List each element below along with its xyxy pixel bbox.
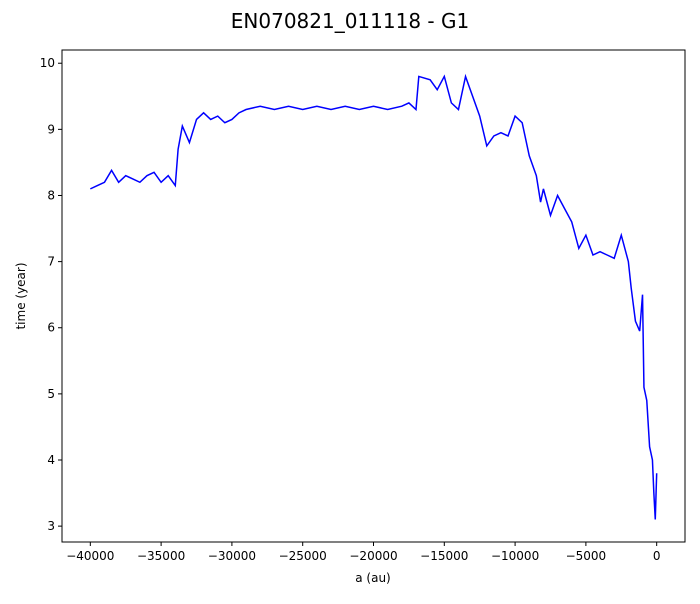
- y-tick-label: 10: [40, 56, 55, 70]
- y-tick-label: 6: [47, 321, 55, 335]
- y-tick-label: 5: [47, 387, 55, 401]
- y-tick-label: 3: [47, 519, 55, 533]
- x-tick-label: −10000: [491, 549, 539, 563]
- plot-frame: [61, 49, 686, 543]
- y-tick-label: 9: [47, 122, 55, 136]
- x-tick-label: 0: [653, 549, 661, 563]
- chart-title: EN070821_011118 - G1: [231, 9, 469, 33]
- y-tick-label: 4: [47, 453, 55, 467]
- x-tick-label: −40000: [66, 549, 114, 563]
- x-tick-label: −25000: [279, 549, 327, 563]
- y-tick-label: 8: [47, 188, 55, 202]
- x-tick-label: −5000: [566, 549, 607, 563]
- x-axis-label: a (au): [355, 571, 391, 585]
- y-axis-label: time (year): [14, 262, 28, 329]
- y-tick-label: 7: [47, 255, 55, 269]
- x-tick-label: −30000: [208, 549, 256, 563]
- data-line: [90, 73, 658, 520]
- x-tick-label: −35000: [137, 549, 185, 563]
- x-tick-label: −15000: [420, 549, 468, 563]
- x-tick-label: −20000: [349, 549, 397, 563]
